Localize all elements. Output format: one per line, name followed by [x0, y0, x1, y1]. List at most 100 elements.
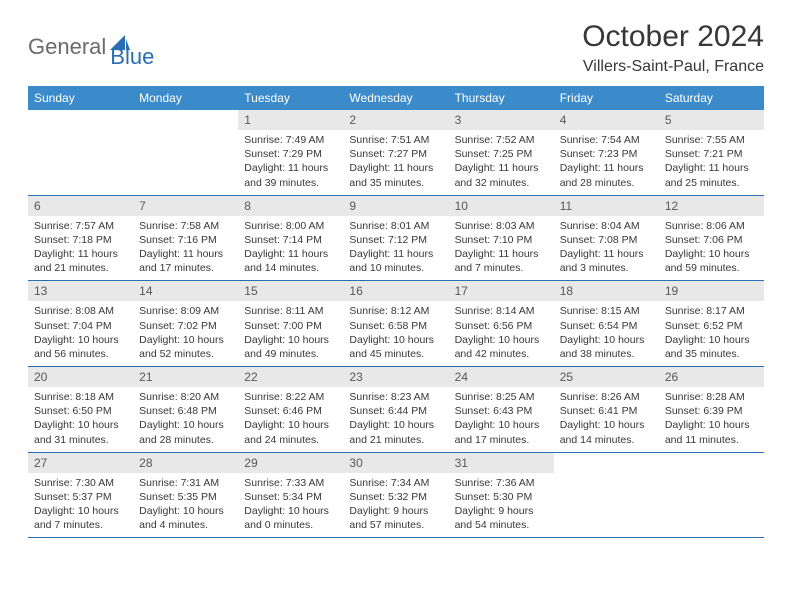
- day-number: 30: [343, 453, 448, 473]
- day-details: Sunrise: 8:09 AMSunset: 7:02 PMDaylight:…: [133, 301, 238, 366]
- day-number: 18: [554, 281, 659, 301]
- calendar-cell: 7Sunrise: 7:58 AMSunset: 7:16 PMDaylight…: [133, 195, 238, 281]
- day-details: Sunrise: 8:06 AMSunset: 7:06 PMDaylight:…: [659, 216, 764, 281]
- calendar-cell: 1Sunrise: 7:49 AMSunset: 7:29 PMDaylight…: [238, 110, 343, 195]
- calendar-cell: 23Sunrise: 8:23 AMSunset: 6:44 PMDayligh…: [343, 367, 448, 453]
- calendar-cell: 19Sunrise: 8:17 AMSunset: 6:52 PMDayligh…: [659, 281, 764, 367]
- calendar-cell: 13Sunrise: 8:08 AMSunset: 7:04 PMDayligh…: [28, 281, 133, 367]
- day-number: 4: [554, 110, 659, 130]
- calendar-cell: 29Sunrise: 7:33 AMSunset: 5:34 PMDayligh…: [238, 452, 343, 538]
- brand-logo: General Blue: [28, 24, 154, 70]
- day-details: Sunrise: 8:01 AMSunset: 7:12 PMDaylight:…: [343, 216, 448, 281]
- day-number: 1: [238, 110, 343, 130]
- day-number: 31: [449, 453, 554, 473]
- calendar-cell: 31Sunrise: 7:36 AMSunset: 5:30 PMDayligh…: [449, 452, 554, 538]
- calendar-cell: 15Sunrise: 8:11 AMSunset: 7:00 PMDayligh…: [238, 281, 343, 367]
- calendar-cell: 11Sunrise: 8:04 AMSunset: 7:08 PMDayligh…: [554, 195, 659, 281]
- calendar-week-row: 13Sunrise: 8:08 AMSunset: 7:04 PMDayligh…: [28, 281, 764, 367]
- calendar-cell: 24Sunrise: 8:25 AMSunset: 6:43 PMDayligh…: [449, 367, 554, 453]
- day-number: 21: [133, 367, 238, 387]
- day-number: 6: [28, 196, 133, 216]
- day-number: 3: [449, 110, 554, 130]
- calendar-cell: [659, 452, 764, 538]
- day-details: Sunrise: 8:18 AMSunset: 6:50 PMDaylight:…: [28, 387, 133, 452]
- day-details: Sunrise: 7:30 AMSunset: 5:37 PMDaylight:…: [28, 473, 133, 538]
- day-number: 5: [659, 110, 764, 130]
- day-details: Sunrise: 7:55 AMSunset: 7:21 PMDaylight:…: [659, 130, 764, 195]
- calendar-cell: 3Sunrise: 7:52 AMSunset: 7:25 PMDaylight…: [449, 110, 554, 195]
- day-details: Sunrise: 7:54 AMSunset: 7:23 PMDaylight:…: [554, 130, 659, 195]
- day-details: Sunrise: 8:15 AMSunset: 6:54 PMDaylight:…: [554, 301, 659, 366]
- day-number: 24: [449, 367, 554, 387]
- day-number: 11: [554, 196, 659, 216]
- calendar-cell: 26Sunrise: 8:28 AMSunset: 6:39 PMDayligh…: [659, 367, 764, 453]
- day-header: Tuesday: [238, 86, 343, 110]
- calendar-week-row: 6Sunrise: 7:57 AMSunset: 7:18 PMDaylight…: [28, 195, 764, 281]
- day-details: Sunrise: 8:12 AMSunset: 6:58 PMDaylight:…: [343, 301, 448, 366]
- calendar-cell: [554, 452, 659, 538]
- day-details: Sunrise: 7:34 AMSunset: 5:32 PMDaylight:…: [343, 473, 448, 538]
- day-number: 13: [28, 281, 133, 301]
- day-details: Sunrise: 7:36 AMSunset: 5:30 PMDaylight:…: [449, 473, 554, 538]
- day-details: Sunrise: 7:33 AMSunset: 5:34 PMDaylight:…: [238, 473, 343, 538]
- calendar-cell: [133, 110, 238, 195]
- day-number: 7: [133, 196, 238, 216]
- calendar-week-row: 20Sunrise: 8:18 AMSunset: 6:50 PMDayligh…: [28, 367, 764, 453]
- calendar-table: Sunday Monday Tuesday Wednesday Thursday…: [28, 86, 764, 538]
- day-details: Sunrise: 8:17 AMSunset: 6:52 PMDaylight:…: [659, 301, 764, 366]
- day-details: Sunrise: 8:11 AMSunset: 7:00 PMDaylight:…: [238, 301, 343, 366]
- calendar-cell: 10Sunrise: 8:03 AMSunset: 7:10 PMDayligh…: [449, 195, 554, 281]
- day-details: Sunrise: 8:04 AMSunset: 7:08 PMDaylight:…: [554, 216, 659, 281]
- day-number: 10: [449, 196, 554, 216]
- day-number: 27: [28, 453, 133, 473]
- location-label: Villers-Saint-Paul, France: [582, 58, 764, 76]
- day-number: 8: [238, 196, 343, 216]
- calendar-cell: 28Sunrise: 7:31 AMSunset: 5:35 PMDayligh…: [133, 452, 238, 538]
- day-number: 20: [28, 367, 133, 387]
- calendar-cell: 2Sunrise: 7:51 AMSunset: 7:27 PMDaylight…: [343, 110, 448, 195]
- day-details: Sunrise: 8:00 AMSunset: 7:14 PMDaylight:…: [238, 216, 343, 281]
- day-number: 2: [343, 110, 448, 130]
- calendar-cell: 20Sunrise: 8:18 AMSunset: 6:50 PMDayligh…: [28, 367, 133, 453]
- day-details: Sunrise: 8:03 AMSunset: 7:10 PMDaylight:…: [449, 216, 554, 281]
- month-title: October 2024: [582, 20, 764, 54]
- day-details: Sunrise: 8:22 AMSunset: 6:46 PMDaylight:…: [238, 387, 343, 452]
- day-number: 17: [449, 281, 554, 301]
- calendar-week-row: 27Sunrise: 7:30 AMSunset: 5:37 PMDayligh…: [28, 452, 764, 538]
- day-details: Sunrise: 8:20 AMSunset: 6:48 PMDaylight:…: [133, 387, 238, 452]
- calendar-cell: 14Sunrise: 8:09 AMSunset: 7:02 PMDayligh…: [133, 281, 238, 367]
- day-details: Sunrise: 7:51 AMSunset: 7:27 PMDaylight:…: [343, 130, 448, 195]
- day-details: Sunrise: 8:28 AMSunset: 6:39 PMDaylight:…: [659, 387, 764, 452]
- calendar-cell: 21Sunrise: 8:20 AMSunset: 6:48 PMDayligh…: [133, 367, 238, 453]
- calendar-cell: 4Sunrise: 7:54 AMSunset: 7:23 PMDaylight…: [554, 110, 659, 195]
- title-block: October 2024 Villers-Saint-Paul, France: [582, 20, 764, 76]
- day-header: Wednesday: [343, 86, 448, 110]
- calendar-cell: 12Sunrise: 8:06 AMSunset: 7:06 PMDayligh…: [659, 195, 764, 281]
- day-header: Thursday: [449, 86, 554, 110]
- day-header: Saturday: [659, 86, 764, 110]
- day-number: 16: [343, 281, 448, 301]
- calendar-cell: 18Sunrise: 8:15 AMSunset: 6:54 PMDayligh…: [554, 281, 659, 367]
- day-number: 25: [554, 367, 659, 387]
- day-number: 15: [238, 281, 343, 301]
- calendar-cell: 5Sunrise: 7:55 AMSunset: 7:21 PMDaylight…: [659, 110, 764, 195]
- calendar-cell: 9Sunrise: 8:01 AMSunset: 7:12 PMDaylight…: [343, 195, 448, 281]
- day-details: Sunrise: 7:52 AMSunset: 7:25 PMDaylight:…: [449, 130, 554, 195]
- brand-text-general: General: [28, 34, 106, 60]
- day-details: Sunrise: 8:25 AMSunset: 6:43 PMDaylight:…: [449, 387, 554, 452]
- calendar-cell: [28, 110, 133, 195]
- calendar-cell: 16Sunrise: 8:12 AMSunset: 6:58 PMDayligh…: [343, 281, 448, 367]
- day-number: 26: [659, 367, 764, 387]
- day-number: 14: [133, 281, 238, 301]
- calendar-week-row: 1Sunrise: 7:49 AMSunset: 7:29 PMDaylight…: [28, 110, 764, 195]
- day-header-row: Sunday Monday Tuesday Wednesday Thursday…: [28, 86, 764, 110]
- day-number: 12: [659, 196, 764, 216]
- calendar-cell: 17Sunrise: 8:14 AMSunset: 6:56 PMDayligh…: [449, 281, 554, 367]
- day-details: Sunrise: 8:14 AMSunset: 6:56 PMDaylight:…: [449, 301, 554, 366]
- day-number: 29: [238, 453, 343, 473]
- day-details: Sunrise: 7:57 AMSunset: 7:18 PMDaylight:…: [28, 216, 133, 281]
- page-header: General Blue October 2024 Villers-Saint-…: [28, 20, 764, 76]
- day-number: 19: [659, 281, 764, 301]
- day-number: 23: [343, 367, 448, 387]
- calendar-body: 1Sunrise: 7:49 AMSunset: 7:29 PMDaylight…: [28, 110, 764, 538]
